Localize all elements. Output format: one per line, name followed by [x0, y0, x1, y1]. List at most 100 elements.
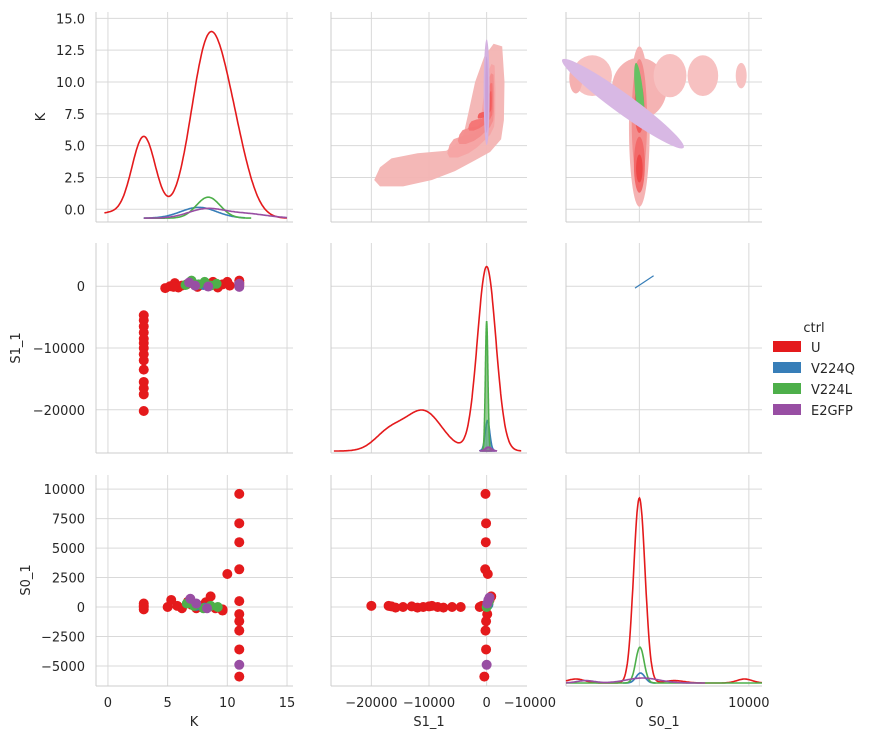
scatter-point-u	[455, 602, 466, 613]
scatter-point-u	[234, 596, 245, 607]
legend-swatch-e2gfp	[773, 404, 801, 415]
y-tick-label: 7500	[52, 513, 85, 528]
x-tick-label: 10	[219, 696, 236, 711]
legend: ctrl U V224Q V224L E2GFP	[773, 321, 855, 419]
kde-fill-u	[447, 64, 496, 158]
kde-fill-u	[636, 154, 643, 183]
y-axis-label-s1: S1_1	[9, 332, 24, 363]
scatter-point-v224l	[211, 278, 222, 289]
scatter-point-u	[479, 671, 490, 682]
scatter-point-u	[138, 406, 149, 416]
kde-line-e2gfp	[566, 677, 706, 684]
kde-fill-u	[653, 53, 687, 98]
scatter-point-u	[224, 280, 235, 291]
scatter-point-u	[481, 518, 492, 529]
scatter-point-e2gfp	[481, 659, 492, 670]
kde-line-v224l	[480, 321, 493, 452]
panel-S0_1-S0_1	[565, 475, 762, 687]
kde-fill-e2gfp-inner	[485, 56, 489, 133]
legend-swatch-u	[773, 341, 801, 352]
scatter-point-u	[438, 602, 449, 613]
kde-line-e2gfp	[479, 446, 498, 452]
kde-fill-e2gfp	[561, 58, 684, 149]
legend-label-u: U	[811, 341, 821, 356]
scatter-point-e2gfp	[190, 280, 201, 291]
x-axis-label-s0: S0_1	[648, 715, 679, 730]
panel-S1_1-K	[95, 243, 293, 454]
y-tick-label: 7.5	[64, 108, 85, 123]
x-tick-label: 10000	[728, 696, 769, 711]
panel-K-S1_1	[330, 12, 527, 223]
y-tick-label: 15.0	[56, 12, 85, 27]
y-tick-label: 0.0	[64, 203, 85, 218]
scatter-point-u	[234, 488, 245, 499]
scatter-point-v224l	[212, 602, 223, 613]
kde-line-u	[104, 30, 288, 219]
scatter-point-u	[234, 625, 245, 636]
x-tick-label: 0	[104, 696, 112, 711]
scatter-point-u	[168, 281, 179, 292]
legend-title: ctrl	[803, 321, 824, 336]
legend-label-e2gfp: E2GFP	[811, 404, 853, 419]
kde-line-u	[565, 496, 762, 684]
y-tick-label: −5000	[41, 660, 85, 675]
y-tick-label: 2500	[52, 572, 85, 587]
scatter-point-u	[366, 600, 377, 611]
panel-S1_1-S1_1	[330, 243, 527, 454]
kde-fill-u	[735, 62, 747, 89]
kde-line-e2gfp	[143, 207, 287, 219]
scatter-point-u	[234, 518, 245, 529]
y-tick-label: 10.0	[56, 76, 85, 91]
scatter-point-u	[234, 564, 245, 575]
y-tick-label: 5000	[52, 542, 85, 557]
scatter-point-u	[234, 537, 245, 548]
scatter-point-u	[390, 602, 401, 613]
y-axis-label-s0: S0_1	[19, 564, 34, 595]
scatter-point-e2gfp	[484, 592, 495, 603]
x-tick-label: −10000	[504, 696, 556, 711]
kde-line-u	[333, 265, 522, 452]
scatter-point-u	[138, 389, 149, 400]
scatter-point-e2gfp	[202, 603, 213, 614]
scatter-point-u	[234, 644, 245, 655]
kde-line-v224l	[566, 646, 762, 684]
legend-swatch-v224l	[773, 383, 801, 394]
panel-K-S0_1	[561, 12, 762, 223]
x-axis-label-s1: S1_1	[413, 715, 444, 730]
x-tick-label: −20000	[345, 696, 397, 711]
y-tick-label: 12.5	[56, 44, 85, 59]
panel-K-K	[95, 12, 293, 223]
y-axis-label-k: K	[34, 112, 49, 121]
scatter-point-u	[480, 488, 491, 499]
scatter-point-u	[447, 602, 458, 613]
scatter-point-u	[474, 602, 485, 613]
x-tick-label: 5	[163, 696, 171, 711]
legend-swatch-v224q	[773, 362, 801, 373]
scatter-point-u	[480, 625, 491, 636]
scatter-point-u	[481, 644, 492, 655]
scatter-point-u	[234, 609, 245, 620]
y-tick-label: 0	[77, 601, 85, 616]
scatter-point-e2gfp	[191, 598, 202, 609]
scatter-point-u	[480, 537, 491, 548]
y-tick-label: 10000	[44, 483, 85, 498]
x-tick-label: 15	[279, 696, 296, 711]
scatter-point-u	[138, 364, 149, 375]
scatter-point-e2gfp	[203, 281, 214, 292]
y-tick-label: −20000	[33, 404, 85, 419]
x-tick-label: 0	[635, 696, 643, 711]
scatter-point-u	[398, 602, 409, 613]
scatter-point-e2gfp	[234, 278, 245, 289]
legend-label-v224q: V224Q	[811, 362, 855, 377]
scatter-point-u	[481, 616, 492, 627]
scatter-point-u	[205, 591, 216, 602]
legend-label-v224l: V224L	[811, 383, 853, 398]
scatter-point-u	[222, 569, 233, 580]
y-tick-label: −2500	[41, 630, 85, 645]
scatter-point-e2gfp	[234, 659, 245, 670]
y-tick-label: 2.5	[64, 171, 85, 186]
scatter-point-u	[482, 569, 493, 580]
scatter-point-u	[234, 616, 245, 627]
panel-S0_1-S1_1	[330, 475, 527, 687]
